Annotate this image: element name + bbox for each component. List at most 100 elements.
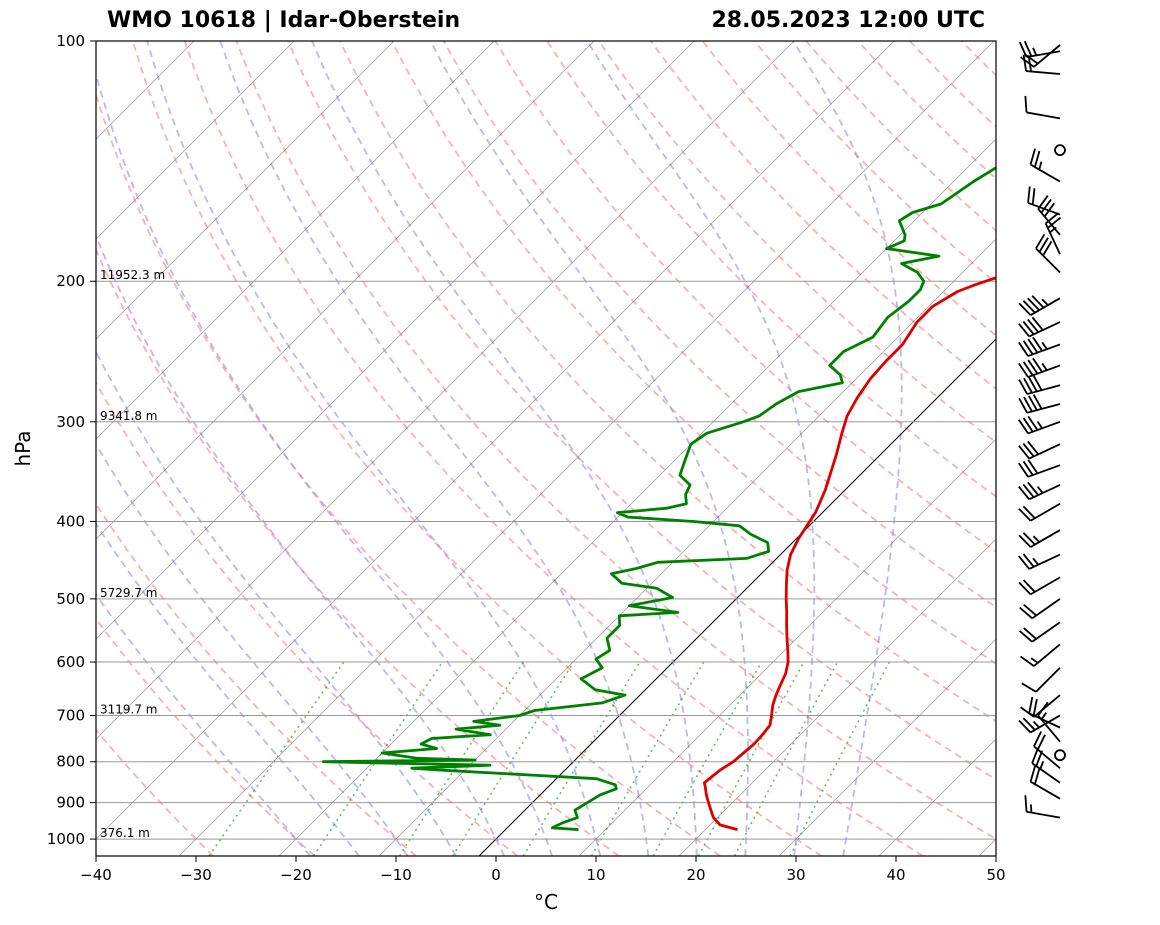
y-tick-label: 900 (56, 794, 85, 812)
wind-barb (1018, 481, 1061, 501)
isotherm-line (678, 538, 996, 856)
barb-full (1022, 361, 1034, 376)
y-tick-label: 500 (56, 590, 85, 608)
zero-isotherm-line (478, 338, 996, 856)
mixing-ratio-line (697, 661, 805, 856)
barb-staff (1033, 44, 1061, 68)
mixing-ratio-line (312, 661, 444, 856)
wind-barb (1018, 440, 1061, 460)
barb-full (1032, 699, 1038, 716)
barb-staff (1031, 598, 1061, 620)
barb-full (1022, 300, 1036, 314)
x-tick-label: −20 (280, 866, 312, 884)
barb-full (1018, 534, 1032, 548)
isotherm-line (96, 41, 495, 440)
moist-adiabat-line (429, 41, 749, 856)
dry-adiabat-line (183, 41, 924, 856)
barb-staff (1028, 484, 1061, 501)
temperature-trace (702, 276, 996, 831)
mixing-ratio-line (789, 661, 891, 856)
y-tick-label: 200 (56, 272, 85, 290)
wind-barb (1029, 148, 1061, 183)
barb-full (1022, 532, 1036, 546)
barb-staff (1033, 694, 1061, 718)
wind-barb (1018, 295, 1061, 316)
barb-full (1035, 750, 1043, 767)
barb-full (1022, 717, 1036, 731)
barb-full (1027, 55, 1032, 72)
barb-full (1018, 379, 1028, 395)
barb-full (1032, 375, 1043, 391)
plot-frame (95, 40, 997, 857)
mixing-ratio-line (590, 661, 705, 856)
barb-full (1047, 216, 1062, 229)
y-tick-label: 600 (56, 653, 85, 671)
x-tick-label: 20 (686, 866, 705, 884)
barb-full (1022, 417, 1034, 433)
height-label: 9341.8 m (100, 409, 158, 423)
height-label: 3119.7 m (100, 702, 158, 716)
background-grid (96, 41, 996, 856)
isotherm-line (978, 838, 996, 856)
barb-full (1032, 357, 1043, 373)
dry-adiabat-line (546, 41, 996, 498)
calm-circle (1054, 144, 1066, 157)
y-tick-label: 700 (56, 706, 85, 724)
x-tick-label: 50 (986, 866, 1005, 884)
barb-full (1018, 397, 1028, 414)
barb-half (1036, 486, 1044, 494)
barb-staff (1033, 643, 1061, 667)
barb-full (1027, 481, 1039, 496)
barb-full (1022, 443, 1035, 457)
barb-staff (1031, 621, 1061, 643)
y-tick-label: 300 (56, 413, 85, 431)
barb-full (1034, 150, 1041, 168)
barb-full (1018, 41, 1028, 58)
wind-barb (1037, 195, 1061, 236)
barb-half (1041, 362, 1048, 371)
dry-adiabat-line (96, 617, 316, 856)
barb-staff (1030, 780, 1061, 800)
barb-full (1018, 555, 1030, 570)
dry-adiabat-line (339, 41, 996, 723)
barb-staff (1026, 70, 1061, 75)
barb-full (1024, 795, 1028, 812)
barb-full (1018, 445, 1030, 460)
x-tick-label: 30 (786, 866, 805, 884)
barb-full (1028, 696, 1034, 714)
barb-full (1018, 485, 1030, 500)
moist-adiabat-line (96, 442, 409, 856)
dewpoint-trace (321, 166, 996, 831)
barb-staff (1031, 762, 1061, 784)
barb-half (1038, 161, 1043, 170)
barb-full (1027, 440, 1039, 455)
barb-staff (1028, 553, 1061, 570)
barb-full (1040, 198, 1052, 214)
wind-barb (1018, 336, 1061, 357)
barb-full (1031, 747, 1039, 764)
moist-adiabat-line (96, 234, 505, 856)
isotherm-line (96, 41, 595, 540)
barb-staff (1030, 502, 1061, 522)
dry-adiabat-line (650, 41, 996, 390)
barb-full (1022, 320, 1035, 335)
barb-full (1023, 396, 1033, 412)
wind-barb (1018, 40, 1061, 59)
barb-full (1042, 240, 1053, 256)
moist-adiabat-line (311, 41, 698, 856)
wind-barb (1018, 553, 1061, 570)
barb-full (1019, 630, 1033, 643)
wind-barb (1022, 54, 1061, 75)
barb-full (1043, 202, 1055, 218)
barb-full (1045, 212, 1060, 225)
moist-adiabat-line (96, 593, 311, 856)
moist-adiabat-line (586, 41, 816, 856)
mixing-ratio-line (733, 661, 839, 856)
isotherm-line (96, 41, 895, 840)
barb-half (1032, 535, 1040, 543)
barb-half (1040, 712, 1047, 720)
wind-barb (1044, 212, 1062, 255)
wind-barb (1018, 415, 1061, 435)
wind-barb (1054, 144, 1066, 157)
wind-barb (1019, 598, 1061, 620)
